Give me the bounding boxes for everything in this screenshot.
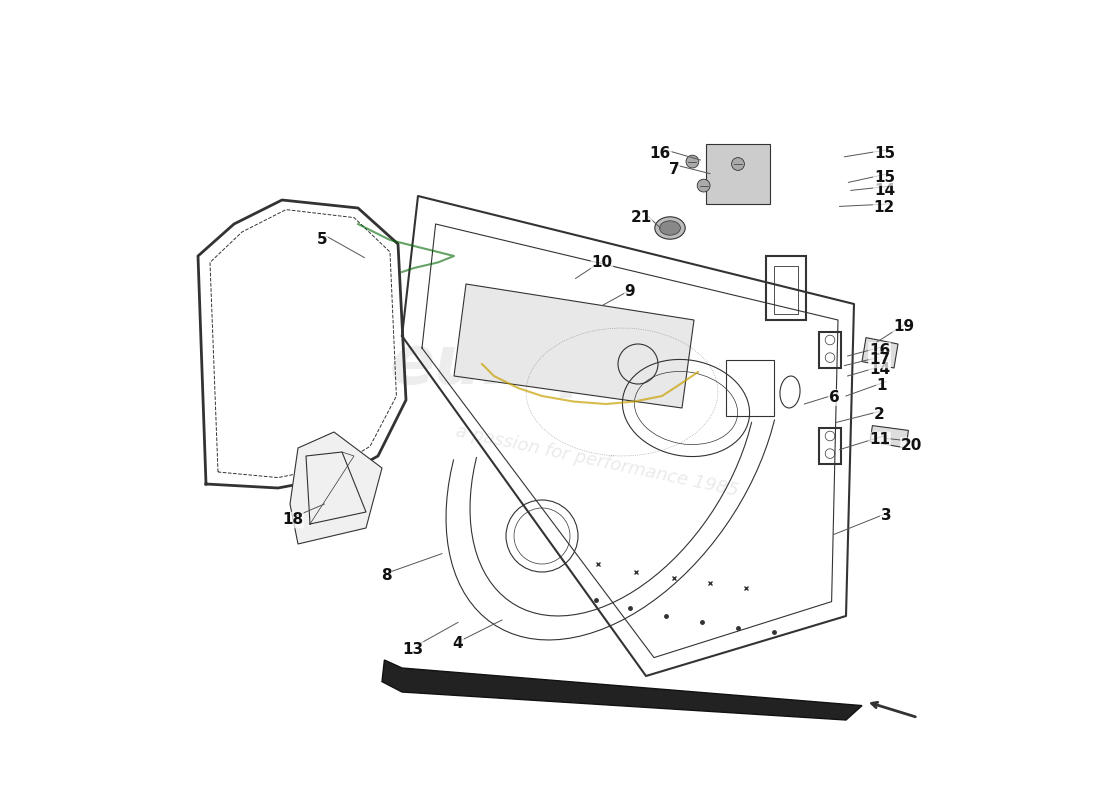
Text: 14: 14 xyxy=(869,362,890,377)
Polygon shape xyxy=(862,338,898,368)
Circle shape xyxy=(732,158,745,170)
Text: 20: 20 xyxy=(901,438,922,453)
FancyBboxPatch shape xyxy=(706,144,770,204)
Text: 9: 9 xyxy=(625,285,636,299)
Text: 4: 4 xyxy=(453,637,463,651)
Text: 11: 11 xyxy=(869,433,890,447)
Polygon shape xyxy=(454,284,694,408)
Text: 18: 18 xyxy=(282,513,303,527)
Text: 12: 12 xyxy=(873,201,895,215)
Ellipse shape xyxy=(660,221,681,235)
Circle shape xyxy=(686,155,698,168)
Text: 7: 7 xyxy=(669,162,680,177)
Text: 3: 3 xyxy=(881,509,891,523)
Polygon shape xyxy=(382,660,862,720)
Circle shape xyxy=(697,179,710,192)
Text: 16: 16 xyxy=(869,343,890,358)
Polygon shape xyxy=(870,426,909,448)
Text: 1: 1 xyxy=(877,378,888,393)
Ellipse shape xyxy=(654,217,685,239)
Text: 15: 15 xyxy=(873,170,895,185)
Polygon shape xyxy=(290,432,382,544)
Text: 10: 10 xyxy=(592,255,613,270)
Text: 21: 21 xyxy=(630,210,652,225)
Text: europ: europ xyxy=(390,332,609,398)
Text: a passion for performance 1985: a passion for performance 1985 xyxy=(454,422,740,500)
Text: 15: 15 xyxy=(873,146,895,161)
Text: 8: 8 xyxy=(381,569,392,583)
Text: 14: 14 xyxy=(873,183,895,198)
Text: 2: 2 xyxy=(874,407,886,422)
Text: 13: 13 xyxy=(402,642,424,657)
Text: 6: 6 xyxy=(828,390,839,405)
Text: 19: 19 xyxy=(893,319,914,334)
Text: 16: 16 xyxy=(650,146,671,161)
Text: 5: 5 xyxy=(317,233,328,247)
Text: 17: 17 xyxy=(869,353,890,367)
